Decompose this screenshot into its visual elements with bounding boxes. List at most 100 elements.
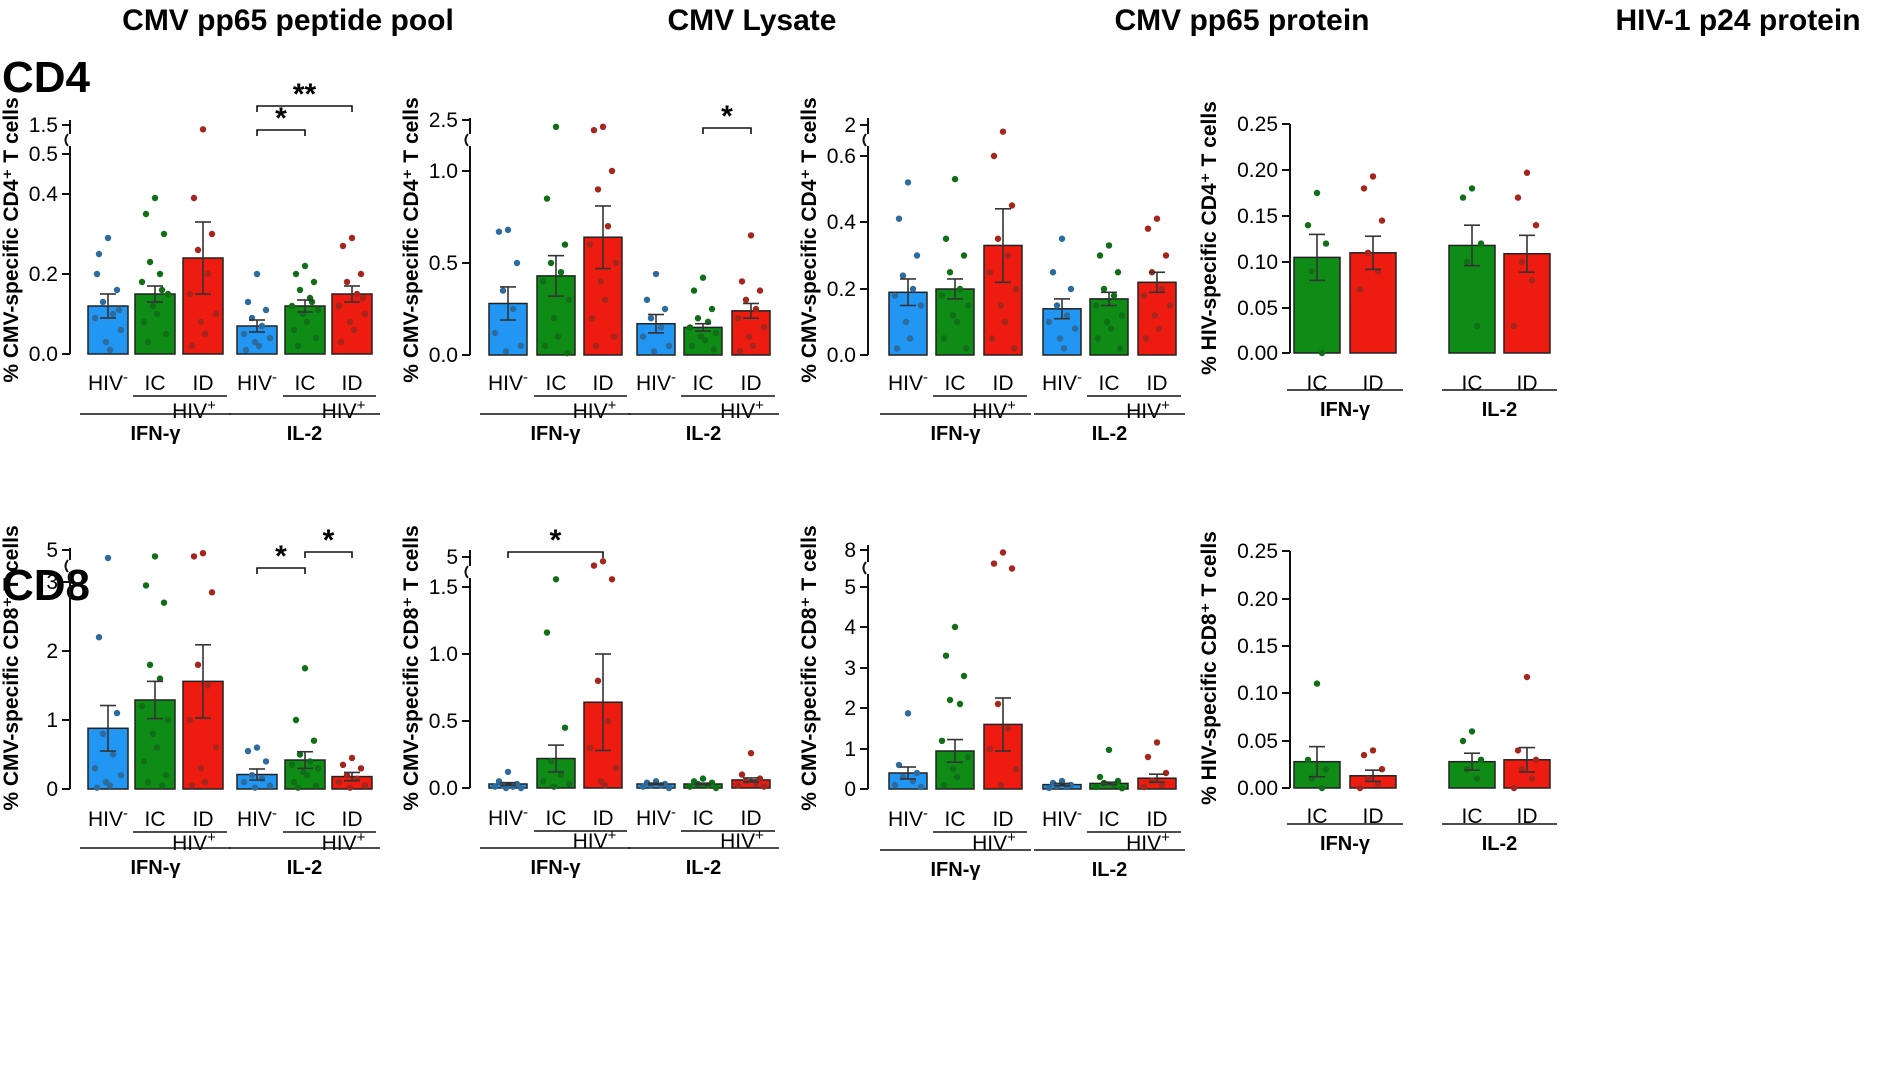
significance-label: * — [323, 524, 335, 557]
data-point — [1459, 194, 1467, 201]
data-point — [208, 230, 216, 238]
data-point — [712, 784, 720, 792]
data-point — [1118, 312, 1126, 319]
data-point — [1523, 169, 1531, 176]
data-point — [946, 269, 954, 276]
y-axis-label: % CMV-specific CD8⁺ T cells — [0, 525, 23, 810]
data-point — [290, 326, 298, 334]
data-point — [942, 235, 950, 242]
category-label: ID — [1147, 808, 1168, 831]
data-point — [1532, 222, 1540, 229]
data-point — [212, 310, 220, 318]
data-point — [144, 338, 152, 346]
data-point — [913, 769, 921, 777]
data-point — [1140, 783, 1148, 791]
data-point — [899, 272, 907, 279]
y-axis-label: % CMV-specific CD8⁺ T cells — [798, 525, 821, 810]
data-point — [1063, 783, 1071, 791]
data-point — [1010, 345, 1018, 352]
data-point — [1096, 773, 1104, 781]
y-tick-label: 0 — [46, 778, 58, 801]
data-point — [117, 772, 125, 779]
y-tick-label: 1.5 — [429, 576, 458, 599]
y-tick-label: 0.25 — [1237, 540, 1278, 563]
data-point — [504, 226, 512, 234]
data-point — [294, 342, 302, 350]
y-tick-label: 2.5 — [429, 109, 458, 132]
data-point — [149, 730, 157, 737]
data-point — [346, 318, 354, 326]
category-label: IC — [1099, 372, 1120, 395]
significance-label: * — [550, 524, 562, 557]
data-point — [1049, 269, 1057, 276]
chart-panel-8: 0.00 0.05 0.10 0.15 0.20 0.25 % HIV-specific C… — [1198, 531, 1557, 855]
y-axis-label: % CMV-specific CD4⁺ T cells — [0, 97, 23, 382]
significance-bracket — [702, 127, 752, 134]
axis-break-mark — [464, 565, 469, 579]
data-point — [1114, 269, 1122, 276]
data-point — [597, 778, 605, 785]
data-point — [949, 765, 957, 773]
data-point — [1144, 753, 1152, 761]
category-label: IC — [1462, 372, 1483, 395]
data-point — [1360, 751, 1368, 759]
cytokine-label-ifn-gamma: IFN-γ — [931, 859, 982, 881]
data-point — [686, 324, 694, 331]
data-point — [1096, 252, 1104, 259]
y-axis-label: % CMV-specific CD8⁺ T cells — [400, 525, 423, 810]
data-point — [1378, 766, 1386, 773]
y-axis-label: % CMV-specific CD4⁺ T cells — [400, 97, 423, 382]
y-tick-label: 0.15 — [1237, 635, 1278, 658]
cytokine-label-il-2: IL-2 — [1092, 859, 1128, 881]
y-tick-label: 5 — [844, 576, 856, 599]
data-point — [940, 781, 948, 789]
bar-ID-2 — [1349, 252, 1397, 354]
data-point — [541, 342, 549, 349]
data-point — [240, 778, 248, 786]
data-point — [951, 175, 959, 183]
data-point — [1158, 285, 1166, 293]
data-point — [495, 228, 503, 235]
y-tick-label: 0.0 — [429, 777, 458, 800]
data-point — [999, 128, 1007, 135]
data-point — [95, 634, 103, 641]
data-point — [749, 342, 757, 349]
data-point — [290, 778, 298, 786]
data-point — [164, 716, 172, 724]
data-point — [266, 782, 274, 789]
cytokine-label-ifn-gamma: IFN-γ — [131, 857, 182, 879]
data-point — [244, 298, 252, 306]
data-point — [1063, 312, 1071, 319]
data-point — [258, 322, 266, 330]
data-point — [361, 310, 369, 318]
data-point — [608, 576, 616, 583]
data-point — [190, 194, 198, 202]
data-point — [1510, 322, 1518, 330]
data-point — [895, 215, 903, 222]
data-point — [306, 758, 314, 765]
hiv-pos-label: HIV+ — [720, 827, 764, 853]
data-point — [140, 318, 148, 326]
figure-headers: CMV pp65 peptide pool CMV Lysate CMV pp6… — [2, 4, 1861, 610]
data-point — [949, 312, 957, 319]
data-point — [109, 751, 117, 758]
data-point — [1151, 312, 1159, 319]
data-point — [339, 242, 347, 250]
y-tick-label: 0.00 — [1237, 342, 1278, 365]
data-point — [906, 335, 914, 342]
data-point — [1364, 249, 1372, 256]
y-tick-label: 0.4 — [29, 183, 59, 206]
data-point — [1510, 784, 1518, 792]
category-label: ID — [993, 372, 1014, 395]
data-point — [115, 306, 123, 314]
hiv-pos-label: HIV+ — [573, 827, 617, 853]
category-label: HIV- — [237, 805, 277, 831]
y-tick-label: 0.4 — [827, 211, 857, 234]
data-point — [639, 333, 647, 340]
bar-IC-2 — [134, 293, 176, 355]
data-point — [997, 781, 1005, 789]
category-label: ID — [193, 372, 214, 395]
data-point — [1518, 766, 1526, 773]
chart-panel-4: 0.00 0.05 0.10 0.15 0.20 0.25 % HIV-specific C… — [1198, 101, 1557, 421]
data-point — [1514, 747, 1522, 754]
